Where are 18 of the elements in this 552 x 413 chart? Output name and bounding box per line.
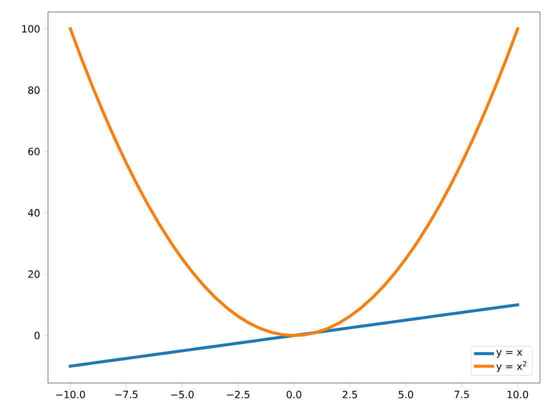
x-tick-label: 2.5 (342, 390, 357, 398)
y-tick-label: 80 (28, 86, 40, 94)
line-series (68, 27, 520, 337)
x-tick-label: −10.0 (56, 390, 85, 398)
x-tick-label: 5.0 (398, 390, 414, 398)
y-tick-label: 100 (22, 25, 40, 33)
legend-label: y = x (496, 350, 522, 358)
y-tick-label: 20 (28, 270, 40, 278)
x-tick-label: −7.5 (115, 390, 138, 398)
x-tick-label: 7.5 (454, 390, 469, 398)
legend-label: y = x$^{2}$ (496, 361, 526, 372)
x-tick-label: 0.0 (286, 390, 302, 398)
x-tick-label: −5.0 (171, 390, 194, 398)
x-tick-label: 10.0 (508, 390, 528, 398)
y-tick-label: 40 (28, 209, 40, 217)
y-tick-label: 60 (28, 148, 40, 156)
x-tick-label: −2.5 (227, 390, 250, 398)
y-tick-label: 0 (34, 332, 40, 340)
